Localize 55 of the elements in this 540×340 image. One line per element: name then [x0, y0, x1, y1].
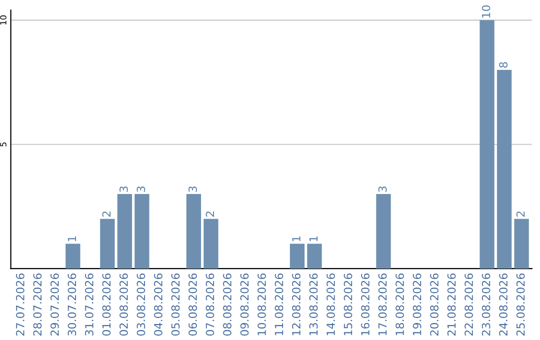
x-tick-label: 28.07.2026 [33, 273, 42, 336]
data-label: 3 [378, 186, 387, 192]
x-tick-label: 05.08.2026 [171, 273, 180, 336]
data-label: 2 [516, 212, 525, 217]
bar [376, 194, 391, 269]
x-tick-label: 30.07.2026 [68, 273, 76, 336]
x-tick-label: 10.08.2026 [258, 273, 266, 336]
data-label: 3 [136, 186, 146, 192]
x-tick-label: 20.08.2026 [430, 273, 438, 336]
data-label: 1 [309, 236, 318, 242]
x-tick-label: 14.08.2026 [326, 273, 335, 336]
x-tick-label: 01.08.2026 [102, 273, 111, 336]
bar [204, 218, 218, 269]
data-label: 1 [68, 236, 76, 242]
bar [117, 194, 132, 269]
x-tick-label: 19.08.2026 [412, 273, 422, 336]
x-tick-label: 16.08.2026 [361, 273, 370, 336]
bar [134, 194, 150, 269]
x-tick-label: 23.08.2026 [482, 273, 490, 336]
x-tick-label: 12.08.2026 [292, 273, 300, 336]
bar [186, 194, 202, 269]
x-tick-label: 21.08.2026 [447, 273, 456, 336]
x-tick-label: 11.08.2026 [274, 273, 284, 336]
bar [514, 218, 529, 269]
bar [307, 244, 322, 269]
x-tick-label: 02.08.2026 [120, 273, 128, 336]
x-tick-label: 24.08.2026 [499, 273, 508, 336]
x-tick-label: 25.08.2026 [516, 273, 525, 336]
x-tick-label: 07.08.2026 [206, 273, 214, 336]
x-tick-label: 27.07.2026 [16, 273, 24, 336]
x-tick-label: 18.08.2026 [396, 273, 404, 336]
bar [100, 218, 115, 269]
data-label: 3 [188, 186, 197, 192]
x-tick-label: 04.08.2026 [154, 273, 162, 336]
x-tick-label: 13.08.2026 [309, 273, 318, 336]
x-tick-label: 03.08.2026 [136, 273, 146, 336]
data-label: 8 [499, 62, 508, 68]
x-tick-label: 06.08.2026 [188, 273, 197, 336]
x-tick-label: 31.07.2026 [84, 273, 94, 336]
data-label: 2 [102, 212, 110, 217]
data-label: 3 [120, 186, 128, 192]
x-tick-label: 15.08.2026 [344, 273, 352, 336]
bar [66, 244, 80, 269]
bar [290, 244, 305, 269]
data-label: 10 [482, 5, 490, 18]
x-tick-label: 09.08.2026 [240, 273, 249, 336]
bar [480, 20, 494, 269]
x-tick-label: 08.08.2026 [223, 273, 232, 336]
x-tick-label: 22.08.2026 [464, 273, 474, 336]
data-label: 2 [206, 212, 214, 217]
x-tick-label: 29.07.2026 [50, 273, 59, 336]
x-tick-label: 17.08.2026 [378, 273, 387, 336]
y-tick-label: 5 [0, 142, 6, 146]
data-label: 1 [292, 236, 300, 242]
bar [496, 70, 512, 269]
